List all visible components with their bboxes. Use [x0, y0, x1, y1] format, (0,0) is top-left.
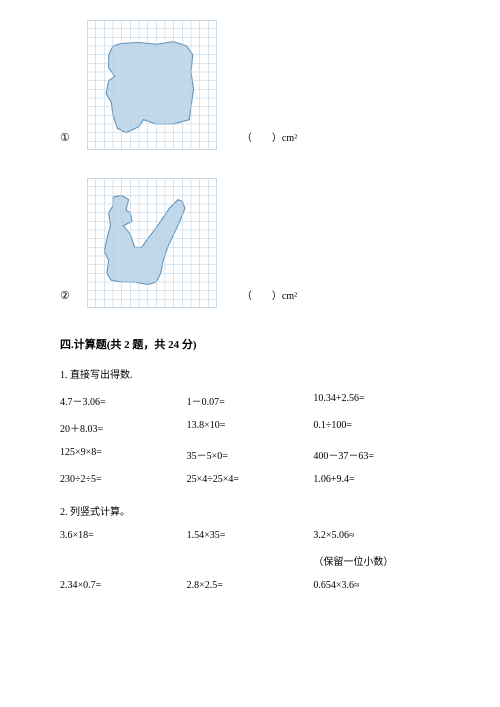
q1-cell: 0.1÷100=: [313, 420, 440, 435]
q1-cell: 20＋8.03=: [60, 420, 187, 435]
q2-cell: [187, 553, 314, 568]
q1-cell: 10.34+2.56=: [313, 393, 440, 408]
figure-row-2: ② （ ）cm²: [60, 178, 440, 308]
q1-cell: 400－37－63=: [313, 447, 440, 462]
q2-cell: [60, 553, 187, 568]
q1-cell: 35－5×0=: [187, 447, 314, 462]
figure1-number: ①: [60, 131, 70, 144]
figure2-grid: [87, 178, 217, 308]
q2-cell: 3.6×18=: [60, 530, 187, 541]
q2-title: 2. 列竖式计算。: [60, 503, 440, 518]
q2-grid: 3.6×18=1.54×35=3.2×5.06≈ （保留一位小数） 2.34×0.7…: [60, 530, 440, 591]
q1-cell: 1.06+9.4=: [313, 474, 440, 485]
q2-cell: 0.654×3.6≈: [313, 580, 440, 591]
q2-cell: 3.2×5.06≈: [313, 530, 440, 541]
q1-cell: 25×4÷25×4=: [187, 474, 314, 485]
q1-title: 1. 直接写出得数.: [60, 366, 440, 381]
section4-title: 四.计算题(共 2 题，共 24 分): [60, 336, 440, 352]
figure1-blank: （ ）cm²: [242, 129, 297, 144]
q1-cell: 125×9×8=: [60, 447, 187, 462]
q1-grid: 4.7－3.06=1－0.07=10.34+2.56= 20＋8.03=13.8×…: [60, 393, 440, 485]
figure-block-1: ① （ ）cm²: [60, 20, 440, 150]
q2-cell: 1.54×35=: [187, 530, 314, 541]
figure2-blank: （ ）cm²: [242, 287, 297, 302]
q2-cell: 2.34×0.7=: [60, 580, 187, 591]
q1-cell: 1－0.07=: [187, 393, 314, 408]
figure2-number: ②: [60, 289, 70, 302]
q1-cell: 230÷2÷5=: [60, 474, 187, 485]
q1-cell: 13.8×10=: [187, 420, 314, 435]
figure-block-2: ② （ ）cm²: [60, 178, 440, 308]
figure-row-1: ① （ ）cm²: [60, 20, 440, 150]
q2-cell: 2.8×2.5=: [187, 580, 314, 591]
q1-cell: 4.7－3.06=: [60, 393, 187, 408]
q2-cell: （保留一位小数）: [313, 553, 440, 568]
figure1-grid: [87, 20, 217, 150]
